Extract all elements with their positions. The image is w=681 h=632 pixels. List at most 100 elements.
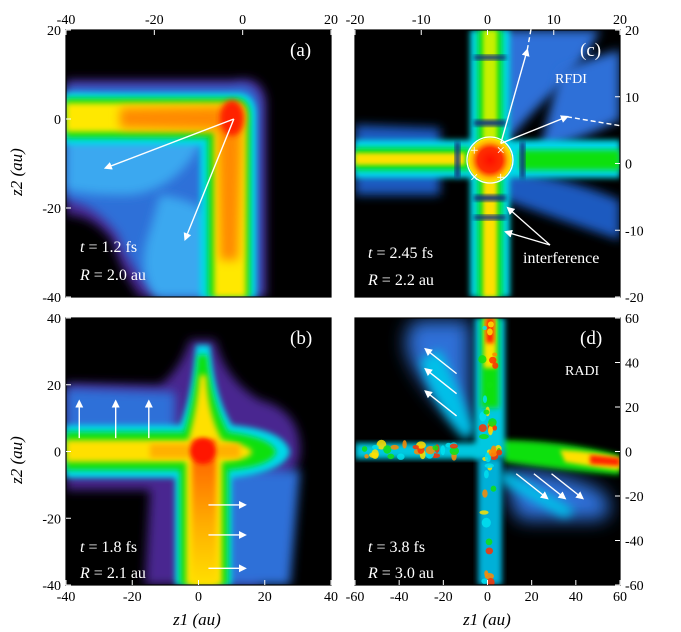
- fringe-speckle: [484, 463, 495, 469]
- interference-pointer-1: [506, 206, 551, 246]
- fringe-speckle: [482, 489, 488, 498]
- fringe-speckle: [490, 485, 497, 492]
- fringe-speckle: [361, 446, 368, 452]
- fringe-speckle: [432, 445, 439, 451]
- fringe-speckle: [484, 470, 489, 479]
- nucleus-marker: ×: [497, 143, 505, 159]
- panel-a-label: (a): [290, 40, 311, 61]
- panel-c-top-ticks: -20 -10 0 10 20: [346, 13, 627, 35]
- flow-arrow: [424, 390, 458, 417]
- panel-c-markers: + × × +: [470, 143, 505, 186]
- panel-d-arrows: [424, 347, 585, 500]
- interference-pointer-2: [504, 229, 551, 246]
- tick-label: -20: [42, 202, 61, 217]
- tick-label: 20: [525, 590, 539, 605]
- nucleus-marker: ×: [470, 170, 478, 186]
- fringe-speckle: [483, 409, 490, 415]
- panel-c-right-ticks: 20 10 0 -10 -20: [615, 24, 644, 306]
- flow-arrow: [551, 473, 585, 500]
- fringe-speckle: [481, 578, 489, 584]
- tick-label: 40: [47, 312, 61, 327]
- panel-a-R-text: R = 2.0 au: [79, 267, 146, 284]
- tick-label: -60: [346, 590, 365, 605]
- panel-d-tag: RADI: [565, 364, 600, 379]
- tick-label: 0: [239, 13, 246, 28]
- fringe-speckle: [492, 362, 499, 369]
- fringe-speckle: [479, 434, 489, 440]
- tick-label: -40: [42, 579, 61, 594]
- xlabel-right: z1 (au): [462, 610, 511, 629]
- flow-arrow: [183, 118, 235, 242]
- fringe-speckle: [488, 418, 497, 427]
- panel-b-R-text: R = 2.1 au: [79, 565, 146, 582]
- panel-b-arrows: [75, 399, 247, 573]
- tick-label: 20: [258, 590, 272, 605]
- panel-a-frame: [65, 29, 332, 298]
- fringe-speckle: [487, 321, 494, 328]
- fringe-speckle: [489, 356, 497, 364]
- flow-arrow: [515, 473, 549, 500]
- fringe-speckle: [482, 395, 488, 403]
- tick-label: 0: [484, 13, 491, 28]
- xlabel-left: z1 (au): [172, 610, 221, 629]
- panel-a: (a) t = 1.2 fs R = 2.0 au -40 -20 0 20 200-…: [42, 13, 338, 306]
- panel-b-left-ticks: 40 20 0 -20 -40: [42, 312, 71, 594]
- fringe-speckle: [397, 453, 405, 460]
- fringe-speckle: [478, 424, 487, 433]
- fringe-speckle: [449, 446, 460, 456]
- fringe-speckle: [376, 439, 387, 450]
- flow-arrow: [566, 116, 649, 134]
- tick-label: 20: [613, 13, 627, 28]
- fringe-speckle: [482, 325, 487, 331]
- tick-label: 40: [625, 357, 639, 372]
- flow-arrow: [424, 367, 458, 395]
- tick-label: 40: [324, 590, 338, 605]
- fringe-speckle: [479, 510, 489, 515]
- fringe-speckle: [478, 355, 487, 364]
- panel-b-density: [66, 340, 300, 585]
- tick-label: 0: [625, 446, 632, 461]
- ylabel-top: z2 (au): [7, 148, 26, 197]
- panel-d-density: [355, 318, 620, 585]
- tick-label: -20: [42, 512, 61, 527]
- flow-arrow: [526, 0, 537, 51]
- tick-label: -40: [57, 590, 76, 605]
- tick-label: 0: [625, 158, 632, 173]
- panel-c-arrows: [500, 0, 649, 145]
- panel-b-bottom-ticks: -40 -20 0 20 40: [57, 580, 338, 605]
- panel-d-R-text: R = 3.0 au: [367, 565, 434, 582]
- tick-label: 0: [54, 113, 61, 128]
- panel-b-label: (b): [290, 328, 312, 349]
- panel-a-top-ticks: -40 -20 0 20: [57, 13, 338, 35]
- tick-label: 20: [625, 401, 639, 416]
- fringe-speckle: [481, 517, 491, 528]
- tick-label: 40: [569, 590, 583, 605]
- fringe-speckle: [492, 425, 498, 431]
- tick-label: -10: [412, 13, 431, 28]
- tick-label: 20: [47, 24, 61, 39]
- panel-a-density: [66, 78, 266, 297]
- panel-a-arrows: [103, 118, 235, 242]
- panel-c-label: (c): [580, 40, 601, 61]
- tick-label: 60: [613, 590, 627, 605]
- panel-d-time-text: t = 3.8 fs: [368, 539, 425, 556]
- panel-d-label: (d): [580, 328, 602, 349]
- fringe-speckle: [484, 572, 494, 580]
- tick-label: -20: [625, 291, 644, 306]
- fringe-speckle: [485, 547, 494, 555]
- fringe-speckle: [383, 445, 392, 454]
- panel-c-time-text: t = 2.45 fs: [368, 245, 433, 262]
- panel-c-annotation: interference: [523, 250, 599, 267]
- fringe-speckle: [402, 440, 407, 449]
- fringe-speckle: [487, 328, 493, 336]
- fringe-speckle: [485, 538, 493, 546]
- fringe-speckle: [496, 449, 503, 456]
- fringe-speckle: [372, 444, 379, 450]
- flow-arrow: [533, 473, 567, 500]
- panel-b: (b) t = 1.8 fs R = 2.1 au 40 20 0 -20 -40 -4…: [42, 312, 338, 605]
- panel-c-R-text: R = 2.2 au: [367, 272, 434, 289]
- tick-label: 10: [547, 13, 561, 28]
- panel-c: + × × + (c) RFDI interference t = 2.45 fs R…: [346, 0, 649, 306]
- nucleus-marker: +: [497, 170, 505, 186]
